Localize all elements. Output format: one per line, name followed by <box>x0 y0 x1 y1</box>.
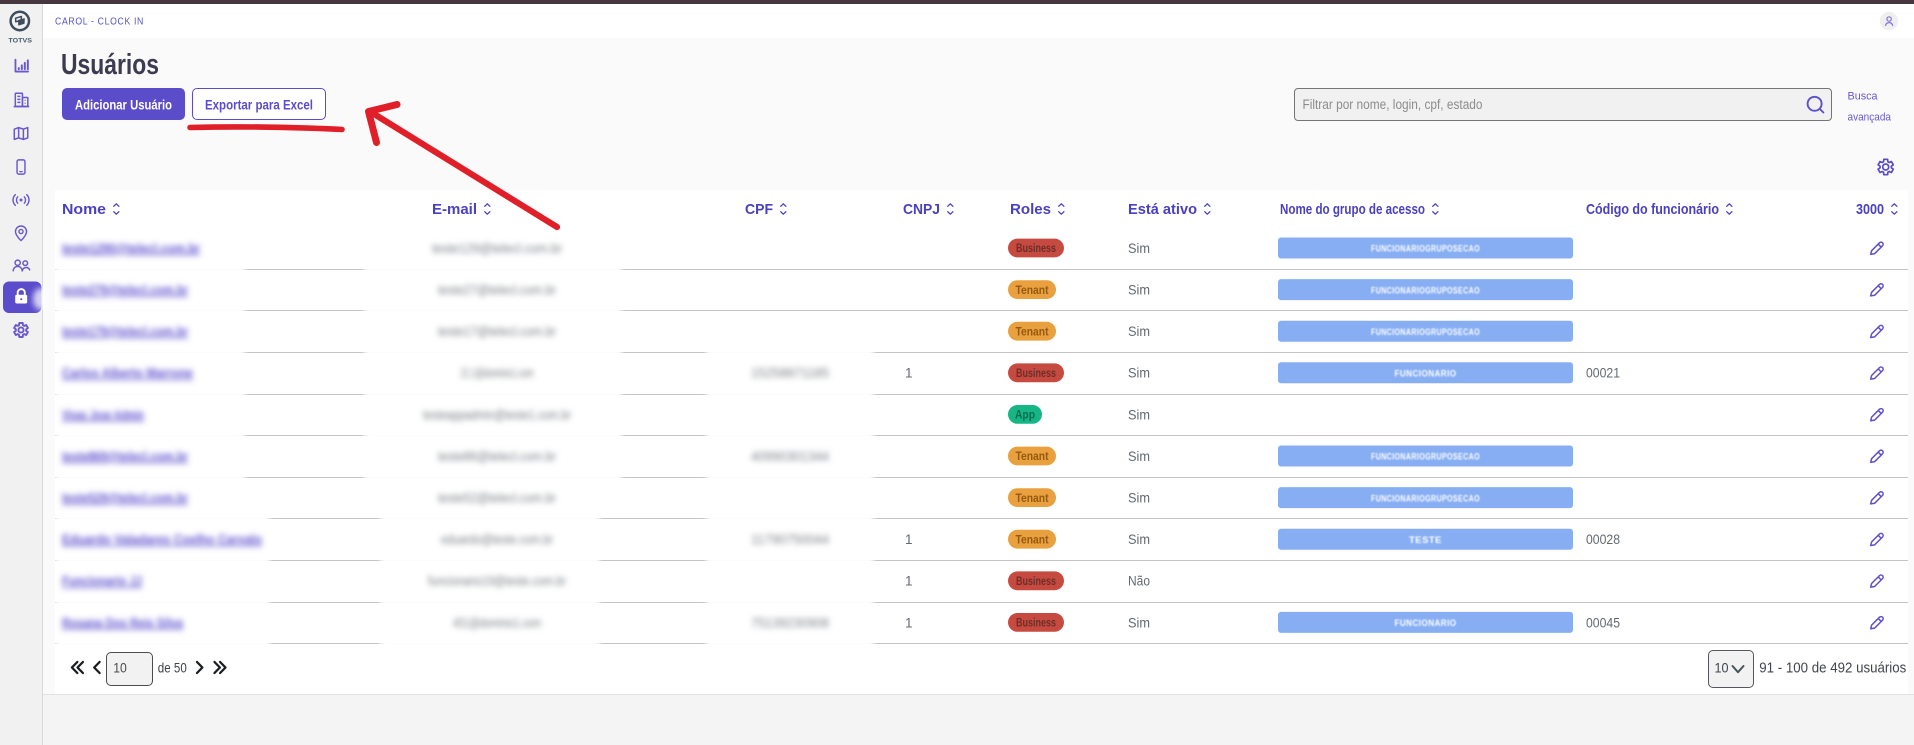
svg-text:Sim: Sim <box>1128 323 1150 339</box>
svg-text:CNPJ: CNPJ <box>903 201 940 218</box>
svg-text:Business: Business <box>1016 576 1056 588</box>
svg-text:Rosana Dos Reis Silva: Rosana Dos Reis Silva <box>62 615 183 630</box>
svg-text:FUNCIONARIOGRUPOSECAO: FUNCIONARIOGRUPOSECAO <box>1371 285 1480 296</box>
svg-text:de 50: de 50 <box>158 660 187 675</box>
svg-text:Business: Business <box>1016 618 1056 630</box>
svg-text:3000: 3000 <box>1856 201 1884 218</box>
svg-text:Código do funcionário: Código do funcionário <box>1586 201 1719 218</box>
svg-text:Eduardo Valadares Coelho Carva: Eduardo Valadares Coelho Carvalo <box>62 532 262 547</box>
svg-text:Sim: Sim <box>1128 365 1150 381</box>
svg-text:75139230908: 75139230908 <box>751 615 829 630</box>
svg-text:Não: Não <box>1128 573 1150 589</box>
svg-text:Sim: Sim <box>1128 240 1150 256</box>
svg-text:avançada: avançada <box>1848 112 1892 124</box>
svg-text:CPF: CPF <box>745 201 773 218</box>
svg-text:1: 1 <box>905 574 913 589</box>
svg-text:Roles: Roles <box>1010 201 1051 218</box>
svg-text:Sim: Sim <box>1128 531 1150 547</box>
svg-text:FUNCIONARIO: FUNCIONARIO <box>1395 369 1457 380</box>
svg-text:teste27@telecl.com.br: teste27@telecl.com.br <box>438 283 556 298</box>
svg-text:15258871185: 15258871185 <box>751 366 829 381</box>
svg-text:91 - 100 de 492 usuários: 91 - 100 de 492 usuários <box>1759 661 1906 677</box>
svg-text:Sim: Sim <box>1128 282 1150 298</box>
svg-text:Vivas Jose Admin: Vivas Jose Admin <box>62 407 144 422</box>
svg-text:Tenant: Tenant <box>1016 285 1049 297</box>
svg-text:TOTVS: TOTVS <box>8 37 32 44</box>
svg-text:FUNCIONARIOGRUPOSECAO: FUNCIONARIOGRUPOSECAO <box>1371 244 1480 255</box>
svg-text:E-mail: E-mail <box>432 201 477 218</box>
svg-text:FUNCIONARIOGRUPOSECAO: FUNCIONARIOGRUPOSECAO <box>1371 327 1480 338</box>
svg-text:eduardo@teste.com.br: eduardo@teste.com.br <box>441 532 553 547</box>
svg-text:Exportar para Excel: Exportar para Excel <box>205 97 313 112</box>
svg-text:Funcionario JJ: Funcionario JJ <box>62 574 142 589</box>
svg-text:teste1290@telecl.com.br: teste1290@telecl.com.br <box>62 241 201 256</box>
svg-text:TESTE: TESTE <box>1409 535 1442 546</box>
svg-text:21:1@dominio1.com: 21:1@dominio1.com <box>461 366 534 381</box>
svg-text:FUNCIONARIOGRUPOSECAO: FUNCIONARIOGRUPOSECAO <box>1371 493 1480 504</box>
svg-text:1: 1 <box>905 366 913 381</box>
svg-text:teste17@telecl.com.br: teste17@telecl.com.br <box>438 324 556 339</box>
svg-text:Carlos Alberto Marrone: Carlos Alberto Marrone <box>62 366 193 381</box>
svg-text:11790750044: 11790750044 <box>751 532 829 547</box>
svg-text:Adicionar Usuário: Adicionar Usuário <box>75 97 172 112</box>
svg-text:teste179@telecl.com.br: teste179@telecl.com.br <box>62 324 189 339</box>
svg-text:teste869@telecl.com.br: teste869@telecl.com.br <box>62 449 189 464</box>
svg-text:Business: Business <box>1016 368 1056 380</box>
svg-text:10: 10 <box>113 660 127 675</box>
svg-text:00028: 00028 <box>1586 532 1620 547</box>
svg-text:Nome: Nome <box>62 201 106 218</box>
svg-text:teste529@telecl.com.br: teste529@telecl.com.br <box>62 491 189 506</box>
svg-text:Sim: Sim <box>1128 490 1150 506</box>
svg-text:10: 10 <box>1715 659 1729 675</box>
svg-text:App: App <box>1015 410 1035 422</box>
svg-text:00021: 00021 <box>1586 366 1620 381</box>
svg-text:40990301344: 40990301344 <box>751 449 829 464</box>
svg-text:Tenant: Tenant <box>1016 534 1049 546</box>
svg-text:Filtrar por nome, login, cpf,: Filtrar por nome, login, cpf, estado <box>1303 97 1483 112</box>
svg-text:1: 1 <box>905 615 913 630</box>
svg-text:testeappadmin@teste1.com.br: testeappadmin@teste1.com.br <box>423 407 571 422</box>
svg-text:00045: 00045 <box>1586 615 1620 630</box>
svg-text:teste52@telecl.com.br: teste52@telecl.com.br <box>438 491 556 506</box>
svg-text:Nome do grupo de acesso: Nome do grupo de acesso <box>1280 201 1425 218</box>
svg-text:Tenant: Tenant <box>1016 451 1049 463</box>
svg-text:FUNCIONARIO: FUNCIONARIO <box>1395 618 1457 629</box>
svg-text:Tenant: Tenant <box>1016 326 1049 338</box>
svg-text:Sim: Sim <box>1128 614 1150 630</box>
svg-text:Tenant: Tenant <box>1016 493 1049 505</box>
svg-text:FUNCIONARIOGRUPOSECAO: FUNCIONARIOGRUPOSECAO <box>1371 452 1480 463</box>
svg-text:CAROL - CLOCK IN: CAROL - CLOCK IN <box>55 16 144 28</box>
svg-text:teste86@telecl.com.br: teste86@telecl.com.br <box>438 449 556 464</box>
svg-text:teste279@telecl.com.br: teste279@telecl.com.br <box>62 283 189 298</box>
svg-text:teste129@telecl.com.br: teste129@telecl.com.br <box>432 241 562 256</box>
svg-text:Usuários: Usuários <box>61 49 159 81</box>
svg-text:funcionario19@teste.com.br: funcionario19@teste.com.br <box>428 574 566 589</box>
svg-text:451@dominio1.com: 451@dominio1.com <box>453 615 541 630</box>
svg-text:Business: Business <box>1016 243 1056 255</box>
svg-text:1: 1 <box>905 532 913 547</box>
svg-text:Está ativo: Está ativo <box>1128 201 1197 218</box>
svg-text:Busca: Busca <box>1848 91 1879 103</box>
svg-text:Sim: Sim <box>1128 448 1150 464</box>
svg-text:Sim: Sim <box>1128 406 1150 422</box>
